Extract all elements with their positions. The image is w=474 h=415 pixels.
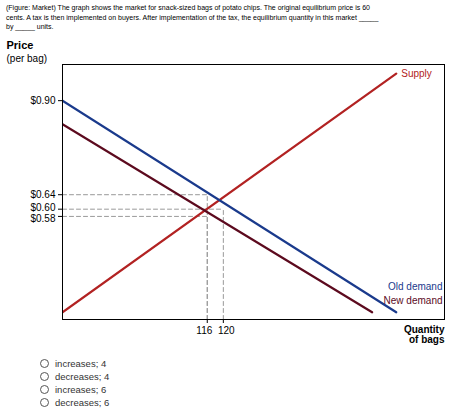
html-text:decreases; 6: decreases; 6 [55,397,110,408]
svg-text:$0.64: $0.64 [30,189,55,200]
html-text:decreases; 4: decreases; 4 [55,371,110,382]
svg-text:$0.58: $0.58 [30,212,55,223]
svg-text:Price: Price [7,39,34,51]
svg-text:(per bag): (per bag) [7,53,48,64]
svg-text:Old demand: Old demand [388,281,442,292]
svg-text:116: 116 [196,325,212,336]
svg-text:Supply: Supply [401,68,432,79]
svg-text:Quantityof bags: Quantityof bags [404,324,445,345]
svg-text:120: 120 [218,325,235,336]
html-text:increases; 4: increases; 4 [55,358,107,369]
html-text:increases; 6: increases; 6 [55,384,107,395]
svg-text:$0.60: $0.60 [30,201,55,212]
svg-text:New demand: New demand [384,295,443,306]
html-text:(Figure: Market) The graph sho: (Figure: Market) The graph shows the mar… [6,4,379,30]
svg-text:$0.90: $0.90 [30,95,55,106]
